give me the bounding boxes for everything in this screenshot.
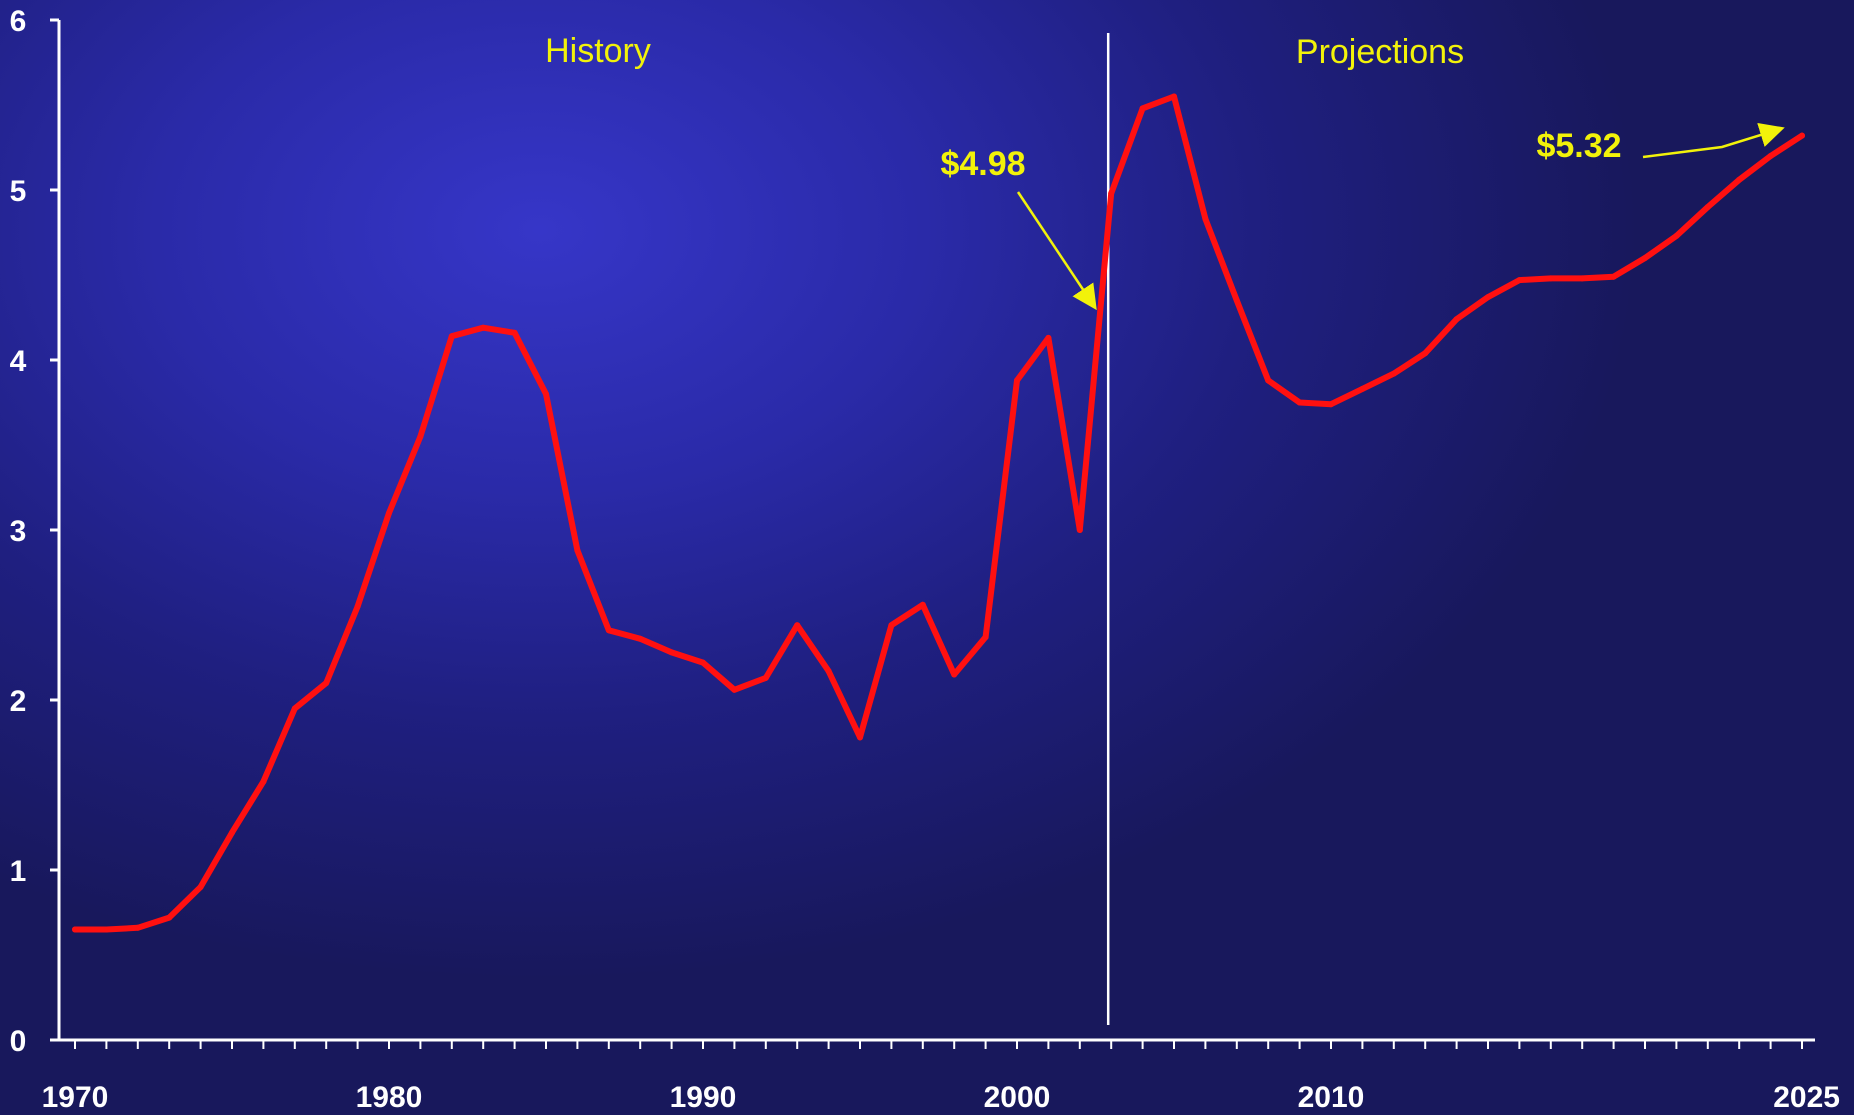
y-tick-label: 5 [10, 175, 27, 208]
data-point [1610, 273, 1617, 280]
data-point [1171, 93, 1177, 100]
x-tick-label: 2025 [1773, 1081, 1840, 1114]
y-tick-label: 4 [10, 345, 27, 378]
data-point [794, 622, 801, 629]
region-label-projections: Projections [1296, 33, 1464, 71]
annotation-arrow-4-98 [1016, 191, 1097, 311]
annotation-label-5-32: $5.32 [1536, 127, 1621, 165]
data-point [1736, 176, 1743, 183]
data-point [825, 668, 832, 675]
x-tick-label: 2010 [1298, 1081, 1365, 1114]
data-point [543, 391, 549, 397]
data-point [166, 914, 173, 921]
data-point [354, 603, 361, 610]
data-point [103, 926, 110, 933]
data-point [1108, 190, 1115, 197]
data-point [1359, 385, 1366, 392]
data-point [1390, 370, 1397, 377]
data-point [1547, 275, 1554, 282]
x-tick-label: 1970 [42, 1081, 109, 1114]
y-tick-label: 1 [10, 855, 27, 888]
data-point [1233, 297, 1240, 304]
data-point [1076, 527, 1083, 533]
x-tick-label: 2000 [984, 1081, 1051, 1114]
data-point [480, 324, 487, 331]
y-tick-label: 2 [10, 685, 27, 718]
data-point [417, 433, 424, 440]
data-point [386, 510, 392, 516]
data-point [857, 734, 863, 741]
data-point [260, 778, 267, 785]
x-tick-label: 1990 [670, 1081, 737, 1114]
series-line [72, 93, 1805, 933]
data-point [1704, 204, 1711, 210]
data-point [197, 884, 204, 890]
data-point [1516, 277, 1523, 284]
y-tick-label: 0 [10, 1025, 27, 1058]
data-point [1642, 255, 1648, 261]
data-point [731, 686, 738, 693]
y-tick-label: 3 [10, 515, 27, 548]
data-point [1673, 232, 1680, 239]
data-point [919, 601, 926, 608]
data-point [1014, 377, 1020, 384]
data-point [1139, 105, 1146, 112]
data-point [134, 924, 141, 931]
data-point [229, 829, 235, 836]
data-point [291, 705, 298, 712]
data-point [1422, 350, 1429, 357]
data-point [574, 547, 581, 554]
data-point [982, 634, 989, 641]
data-point [1453, 316, 1460, 323]
data-point [1767, 153, 1774, 159]
data-point [511, 329, 518, 336]
data-point [72, 926, 78, 933]
data-point [1296, 399, 1303, 406]
data-point [1202, 215, 1209, 222]
data-point [1799, 132, 1805, 139]
annotation-label-4-98: $4.98 [940, 145, 1025, 183]
data-point [1579, 275, 1586, 282]
annotation-arrow-5-32 [1642, 122, 1785, 159]
data-point [605, 627, 612, 634]
y-tick-label: 6 [10, 5, 27, 38]
data-point [951, 671, 958, 678]
region-label-history: History [545, 32, 651, 70]
data-point [323, 680, 330, 686]
data-point [448, 333, 455, 340]
data-point [888, 622, 895, 629]
x-tick-label: 1980 [356, 1081, 423, 1114]
data-point [668, 649, 675, 656]
data-point [637, 635, 644, 642]
data-point [1328, 401, 1334, 408]
data-point [1045, 334, 1052, 341]
data-point [700, 659, 706, 666]
data-point [1485, 294, 1491, 301]
data-point [1265, 377, 1272, 384]
data-point [762, 674, 769, 681]
